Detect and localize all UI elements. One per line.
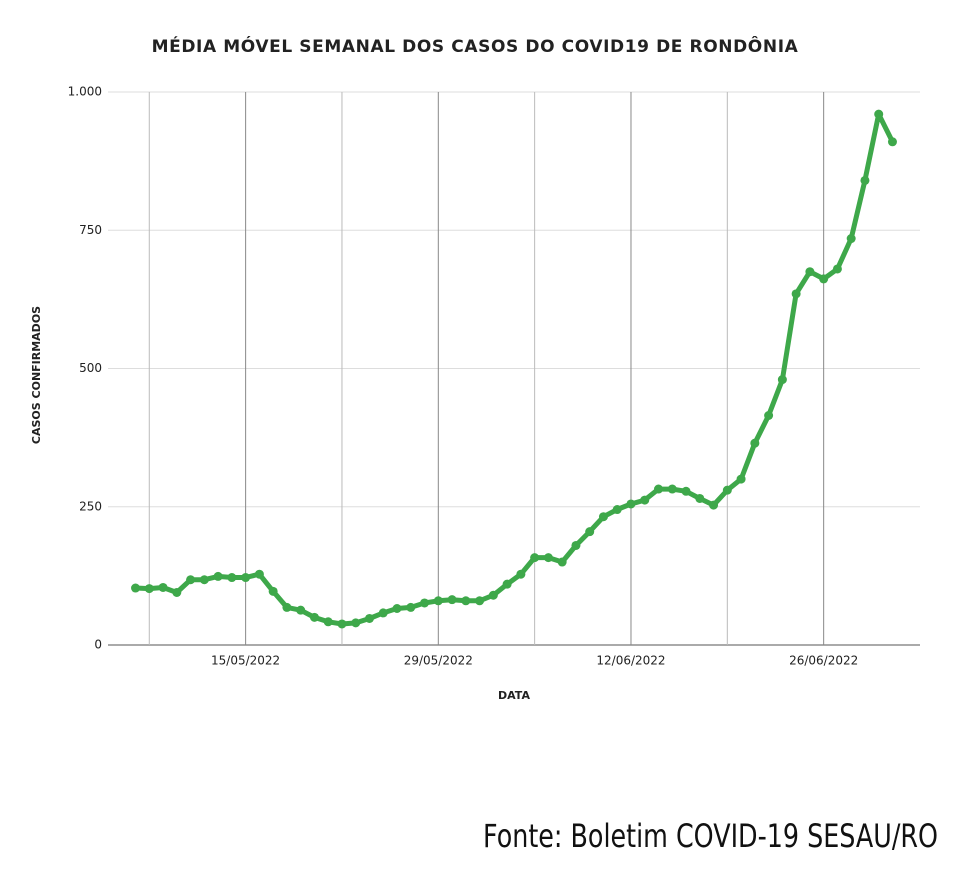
data-point: [750, 438, 760, 448]
data-point: [241, 573, 251, 583]
x-tick-label: 29/05/2022: [404, 654, 473, 668]
data-point: [254, 569, 264, 579]
data-point: [667, 484, 677, 494]
data-point: [433, 596, 443, 606]
data-point: [516, 569, 526, 579]
x-tick-label: 26/06/2022: [789, 654, 858, 668]
data-point: [475, 596, 485, 606]
data-point: [846, 234, 856, 244]
x-axis-label: DATA: [498, 689, 530, 702]
data-point: [323, 617, 333, 627]
data-point: [626, 499, 636, 509]
y-tick-label: 250: [79, 499, 102, 513]
data-point: [268, 586, 278, 596]
data-point: [337, 619, 347, 629]
data-point: [832, 264, 842, 274]
data-point: [543, 553, 553, 563]
source-note: Fonte: Boletim COVID-19 SESAU/RO: [483, 817, 938, 855]
y-axis-label: CASOS CONFIRMADOS: [30, 306, 43, 444]
data-point: [378, 608, 388, 618]
data-point: [406, 602, 416, 612]
data-point: [874, 109, 884, 119]
data-point: [199, 575, 209, 585]
data-point: [709, 500, 719, 510]
data-point: [420, 598, 430, 608]
data-point: [805, 267, 815, 277]
data-point: [654, 484, 664, 494]
data-point: [392, 604, 402, 614]
data-point: [681, 486, 691, 496]
data-point: [351, 618, 361, 628]
y-tick-label: 0: [94, 638, 102, 652]
data-point: [131, 583, 141, 593]
data-point: [488, 590, 498, 600]
data-point: [309, 612, 319, 622]
data-point: [736, 474, 746, 484]
chart-title: MÉDIA MÓVEL SEMANAL DOS CASOS DO COVID19…: [152, 35, 799, 57]
x-tick-label: 15/05/2022: [211, 654, 280, 668]
data-point: [887, 137, 897, 147]
y-tick-label: 750: [79, 223, 102, 237]
y-tick-label: 500: [79, 361, 102, 375]
data-point: [144, 584, 154, 594]
data-line: [133, 111, 895, 627]
data-point: [722, 485, 732, 495]
data-point: [598, 512, 608, 522]
data-point: [213, 571, 223, 581]
data-point: [819, 274, 829, 284]
x-tick-label: 12/06/2022: [596, 654, 665, 668]
data-point: [860, 175, 870, 185]
data-point: [764, 411, 774, 421]
data-point: [227, 573, 237, 583]
data-point: [158, 582, 168, 592]
data-point: [282, 602, 292, 612]
data-point: [585, 527, 595, 537]
data-point: [557, 557, 567, 567]
data-point: [571, 540, 581, 550]
data-point: [461, 596, 471, 606]
data-point: [777, 375, 787, 385]
data-point: [447, 595, 457, 605]
data-point: [364, 613, 374, 623]
data-point: [502, 579, 512, 589]
data-point: [172, 587, 182, 597]
y-tick-label: 1.000: [68, 85, 102, 99]
data-point: [791, 289, 801, 299]
data-point: [695, 493, 705, 503]
data-point: [530, 553, 540, 563]
data-point: [296, 605, 306, 615]
data-point: [186, 575, 196, 585]
data-point: [640, 495, 650, 505]
data-point: [612, 505, 622, 515]
